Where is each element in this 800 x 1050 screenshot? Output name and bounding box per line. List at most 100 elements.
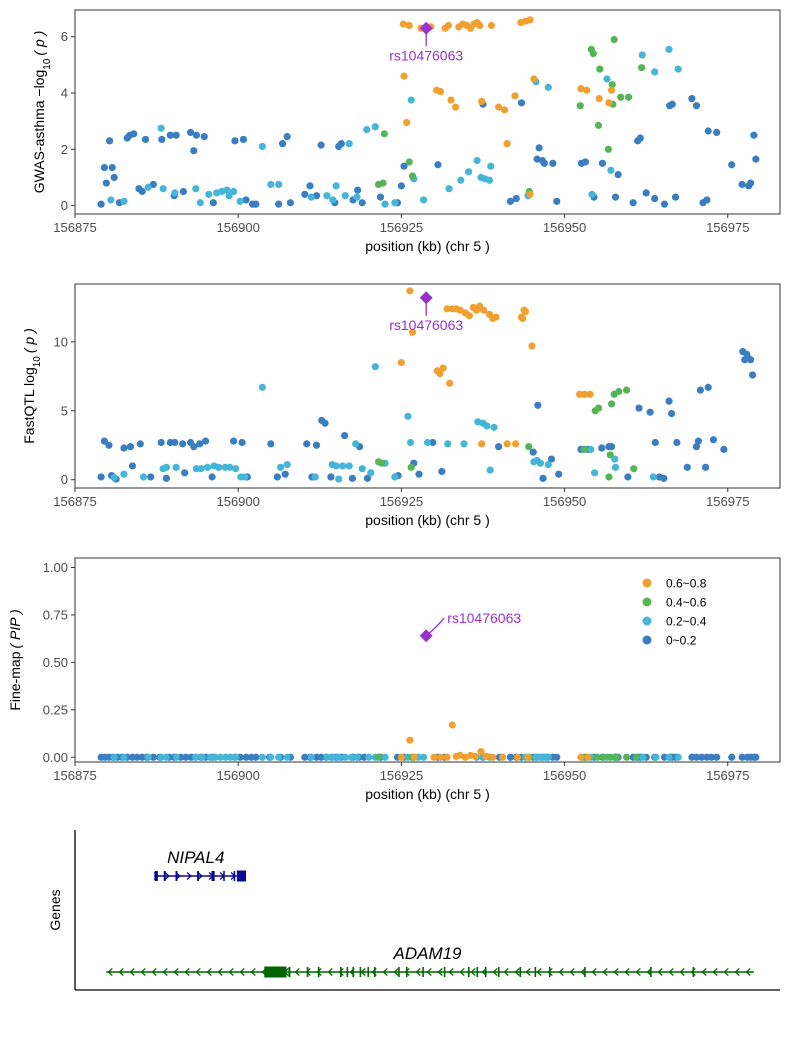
y-tick-label: 5 — [61, 403, 68, 418]
data-point-0-0.2 — [286, 199, 295, 207]
nipal4-exon — [223, 871, 225, 881]
data-point-0.6-0.8 — [482, 752, 490, 760]
lead-snp-label: rs10476063 — [447, 610, 521, 626]
data-point-0-0.2 — [529, 448, 537, 456]
data-point-0-0.2 — [252, 200, 260, 208]
data-point-0.6-0.8 — [400, 72, 408, 80]
data-point-0-0.2 — [133, 753, 141, 761]
data-point-0.2-0.4 — [445, 185, 453, 193]
data-point-0-0.2 — [673, 438, 681, 447]
data-point-0-0.2 — [703, 196, 711, 204]
data-point-0.6-0.8 — [444, 21, 452, 30]
data-point-0.2-0.4 — [225, 192, 233, 200]
y-axis-title-main: FastQTL log — [21, 367, 37, 444]
lead-snp-label: rs10476063 — [389, 47, 463, 63]
data-point-0-0.2 — [376, 193, 385, 201]
data-point-0.2-0.4 — [486, 466, 494, 474]
data-point-0.4-0.6 — [525, 443, 533, 451]
data-point-0.6-0.8 — [577, 85, 585, 93]
data-point-0-0.2 — [506, 197, 515, 205]
data-point-0.2-0.4 — [536, 459, 545, 467]
adam19-strand-arrow — [745, 968, 751, 976]
data-point-0-0.2 — [162, 474, 170, 482]
data-point-0-0.2 — [752, 155, 760, 163]
adam19-strand-arrow — [635, 968, 641, 976]
adam19-strand-arrow — [129, 968, 135, 976]
data-point-0-0.2 — [683, 463, 691, 471]
data-point-0.6-0.8 — [521, 307, 530, 316]
data-point-0-0.2 — [108, 163, 116, 172]
data-point-0-0.2 — [660, 474, 668, 482]
data-point-0.2-0.4 — [423, 438, 432, 447]
adam19-exon — [373, 967, 376, 977]
adam19-strand-arrow — [712, 968, 718, 976]
data-point-0.2-0.4 — [639, 753, 647, 761]
data-point-0-0.2 — [438, 467, 446, 476]
nipal4-exon — [197, 871, 200, 881]
nipal4-gene-label: NIPAL4 — [167, 848, 224, 867]
data-point-0-0.2 — [495, 443, 503, 451]
data-point-0.6-0.8 — [406, 736, 414, 744]
data-point-0.4-0.6 — [630, 465, 638, 473]
data-point-0-0.2 — [239, 135, 248, 144]
data-point-0.2-0.4 — [341, 192, 349, 200]
legend-label: 0.4~0.6 — [666, 596, 707, 610]
data-point-0-0.2 — [358, 199, 366, 207]
adam19-exon — [367, 967, 370, 977]
data-point-0.2-0.4 — [211, 753, 219, 761]
data-point-0.2-0.4 — [544, 460, 552, 469]
adam19-strand-arrow — [624, 968, 630, 976]
data-point-0.6-0.8 — [477, 747, 485, 756]
nipal4-exon — [163, 871, 166, 881]
adam19-exon — [467, 967, 470, 977]
data-point-0.4-0.6 — [622, 386, 631, 394]
data-point-0-0.2 — [429, 438, 437, 447]
data-point-0.2-0.4 — [216, 753, 225, 761]
adam19-exon — [306, 967, 309, 977]
data-point-0-0.2 — [120, 444, 128, 452]
data-point-0.6-0.8 — [408, 328, 417, 336]
data-point-0.2-0.4 — [258, 753, 266, 761]
data-point-0.6-0.8 — [503, 440, 511, 448]
data-point-0-0.2 — [275, 200, 283, 208]
data-point-0.2-0.4 — [345, 140, 353, 148]
data-point-0.2-0.4 — [544, 753, 552, 761]
data-point-0-0.2 — [553, 197, 561, 205]
data-point-0.4-0.6 — [576, 102, 584, 110]
data-point-0-0.2 — [692, 753, 701, 761]
data-point-0.2-0.4 — [419, 196, 428, 204]
data-point-0-0.2 — [646, 408, 654, 416]
adam19-strand-arrow — [580, 968, 586, 976]
data-point-0.2-0.4 — [329, 196, 337, 204]
data-point-0.2-0.4 — [226, 753, 234, 761]
data-point-0-0.2 — [110, 173, 118, 182]
adam19-strand-arrow — [679, 968, 685, 976]
data-point-0.2-0.4 — [371, 363, 379, 371]
nipal4-exon — [175, 871, 178, 881]
data-point-0-0.2 — [278, 140, 287, 148]
adam19-strand-arrow — [536, 968, 542, 976]
adam19-gene-label: ADAM19 — [392, 944, 462, 963]
data-point-0-0.2 — [102, 179, 110, 187]
adam19-exon — [405, 967, 408, 977]
data-point-0-0.2 — [149, 753, 157, 761]
legend-swatch-0.2-0.4 — [642, 616, 652, 626]
data-point-0.6-0.8 — [513, 753, 522, 761]
data-point-0.2-0.4 — [335, 475, 343, 483]
data-point-0-0.2 — [157, 438, 165, 447]
y-axis-title-main: GWAS-asthma −log — [31, 70, 47, 194]
data-point-0.6-0.8 — [447, 96, 455, 104]
adam19-strand-arrow — [184, 968, 190, 976]
data-point-0.6-0.8 — [503, 140, 511, 148]
data-point-0.2-0.4 — [587, 445, 595, 454]
data-point-0-0.2 — [747, 356, 755, 364]
data-point-0.2-0.4 — [473, 156, 481, 165]
data-point-0-0.2 — [97, 473, 105, 481]
x-tick-label: 156950 — [543, 768, 586, 783]
plot-frame — [74, 557, 781, 763]
data-point-0.2-0.4 — [162, 753, 170, 761]
nipal4-strand-arrow — [164, 872, 170, 880]
adam19-exon — [548, 967, 551, 977]
data-point-0-0.2 — [301, 753, 309, 761]
data-point-0.2-0.4 — [120, 470, 128, 478]
